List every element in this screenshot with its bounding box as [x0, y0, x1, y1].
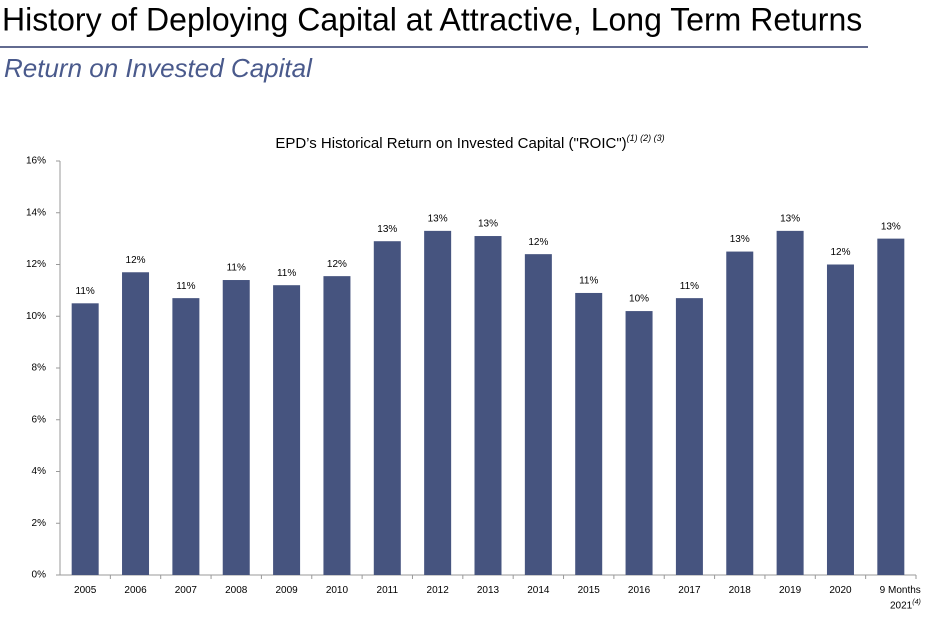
value-label: 11% [76, 286, 95, 297]
y-tick-label: 6% [32, 414, 47, 425]
y-tick-label: 4% [32, 466, 47, 477]
bar [122, 272, 150, 575]
x-tick-label: 2006 [101, 585, 171, 597]
value-label: 11% [227, 263, 246, 274]
x-tick-label: 2012 [403, 585, 473, 597]
bar [575, 292, 603, 575]
x-tick-label: 2019 [755, 585, 825, 597]
x-tick-label: 2015 [554, 585, 624, 597]
value-label: 11% [680, 281, 699, 292]
y-tick-label: 12% [26, 259, 46, 270]
category-text: 2018 [728, 585, 751, 596]
slide-subtitle: Return on Invested Capital [4, 53, 313, 83]
x-tick-label: 2016 [604, 585, 674, 597]
y-tick-label: 14% [26, 207, 46, 218]
value-label: 13% [478, 219, 498, 230]
value-label: 12% [528, 237, 548, 248]
bar [877, 238, 905, 575]
bar [373, 241, 401, 575]
category-note: (4) [912, 599, 921, 606]
x-tick-label: 2020 [805, 585, 875, 597]
value-label: 13% [377, 224, 397, 235]
category-text: 9 Months 2021 [879, 585, 921, 612]
slide-title: History of Deploying Capital at Attracti… [2, 1, 862, 37]
category-text: 2019 [778, 585, 802, 596]
x-tick-label: 2017 [654, 585, 724, 597]
bar [71, 303, 99, 575]
x-tick-label: 2013 [453, 585, 523, 597]
value-label: 11% [579, 276, 598, 287]
category-text: 2007 [174, 585, 197, 596]
category-text: 2016 [627, 585, 651, 596]
bar [424, 230, 452, 576]
category-text: 2009 [275, 585, 298, 596]
bar [474, 236, 502, 575]
category-text: 2020 [829, 585, 852, 596]
category-text: 2013 [476, 585, 500, 596]
value-label: 13% [730, 234, 750, 245]
bar [776, 230, 804, 576]
y-tick-label: 16% [26, 156, 46, 167]
x-tick-label: 9 Months 2021(4) [861, 585, 921, 612]
bar [222, 280, 250, 575]
category-text: 2011 [376, 585, 399, 596]
y-tick-label: 2% [32, 518, 47, 529]
value-label: 11% [277, 268, 296, 279]
category-text: 2015 [577, 585, 600, 596]
bar [726, 251, 754, 575]
value-label: 13% [780, 214, 800, 225]
chart-title-note: (1) (2) (3) [627, 133, 665, 143]
x-tick-label: 2009 [252, 585, 322, 597]
bar [172, 298, 200, 575]
category-text: 2014 [527, 585, 550, 596]
x-tick-label: 2010 [302, 585, 372, 597]
category-text: 2008 [225, 585, 248, 596]
bar [826, 264, 854, 575]
value-label: 13% [881, 221, 901, 232]
category-text: 2005 [74, 585, 97, 596]
value-label: 11% [176, 281, 195, 292]
x-tick-label: 2007 [151, 585, 221, 597]
bar [323, 276, 351, 575]
category-text: 2010 [325, 585, 349, 596]
category-text: 2012 [426, 585, 449, 596]
y-tick-label: 0% [32, 570, 47, 581]
x-tick-label: 2008 [201, 585, 271, 597]
value-label: 12% [327, 259, 347, 270]
bar [625, 311, 653, 575]
value-label: 12% [126, 255, 146, 266]
chart-title: EPD’s Historical Return on Invested Capi… [275, 133, 664, 152]
y-tick-label: 8% [32, 363, 47, 374]
value-label: 13% [428, 214, 448, 225]
x-tick-label: 2014 [503, 585, 573, 597]
y-tick-label: 10% [26, 311, 46, 322]
bar [675, 298, 703, 575]
category-text: 2017 [678, 585, 701, 596]
bar [273, 285, 301, 575]
category-text: 2006 [124, 585, 147, 596]
x-tick-label: 2011 [352, 585, 422, 597]
x-tick-label: 2005 [50, 585, 120, 597]
bar [524, 254, 552, 575]
chart-title-text: EPD’s Historical Return on Invested Capi… [275, 135, 626, 152]
value-label: 10% [629, 294, 649, 305]
value-label: 12% [830, 247, 850, 258]
x-tick-label: 2018 [705, 585, 775, 597]
